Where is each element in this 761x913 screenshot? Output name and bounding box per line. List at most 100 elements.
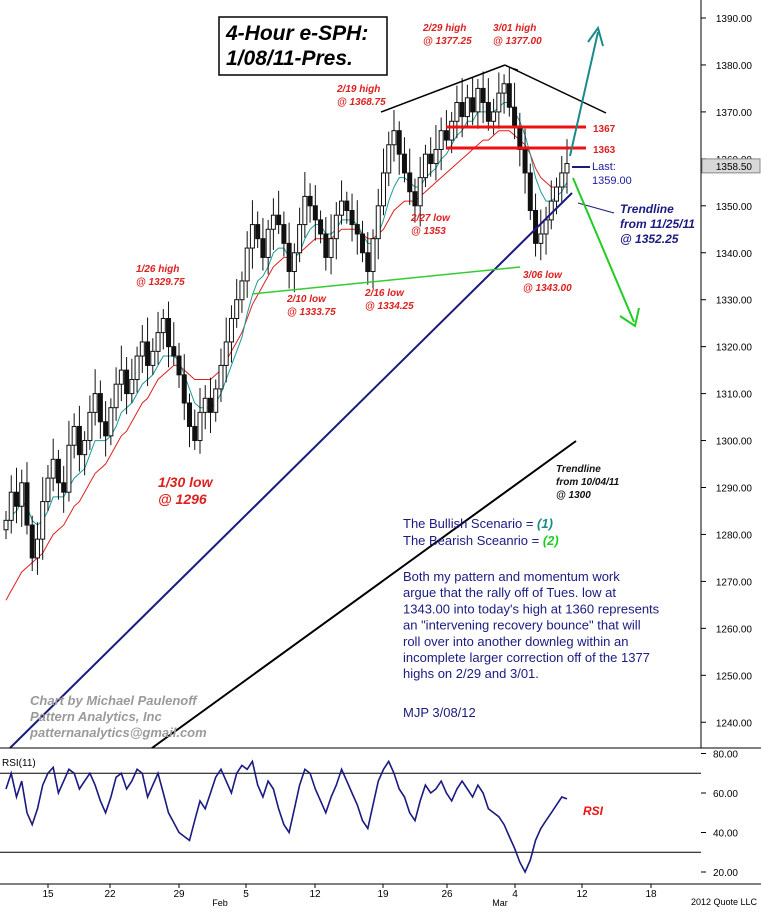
candle-body	[564, 163, 570, 174]
annotation-text: from 10/04/11	[556, 477, 620, 488]
price-tick-label: 1340.00	[716, 249, 753, 260]
candle-body	[24, 482, 30, 526]
candle-body	[449, 120, 455, 141]
candle-body	[433, 148, 439, 165]
candle-body	[559, 172, 565, 188]
candle-body	[527, 172, 533, 211]
candle-body	[396, 130, 402, 155]
last-price-label: 1358.50	[716, 162, 753, 173]
rsi-line	[5, 759, 568, 874]
candle-body	[318, 219, 324, 235]
chart-title-line: 4-Hour e-SPH:	[225, 22, 368, 45]
chart-title-line: 1/08/11-Pres.	[226, 47, 353, 70]
candle-body	[207, 397, 213, 413]
annotation-text: Trendline	[620, 202, 674, 216]
time-tick-label: 29	[173, 889, 185, 900]
candle-body	[307, 195, 313, 207]
peak-callout	[505, 65, 519, 71]
candle-body	[443, 130, 449, 141]
annotation-text: 3/06 low	[523, 270, 563, 281]
price-tick-label: 1300.00	[716, 437, 753, 448]
candle-body	[129, 379, 135, 395]
scenario-tag: (2)	[543, 533, 559, 548]
candle-body	[108, 407, 114, 437]
candle-body	[87, 411, 93, 442]
annotation-text: 3/01 high	[493, 23, 536, 34]
trendline-10-04	[151, 440, 577, 749]
candles-layer	[3, 66, 570, 575]
commentary-line: Both my pattern and momentum work	[403, 569, 620, 584]
candle-body	[45, 477, 51, 503]
candle-body	[302, 195, 308, 226]
candle-body	[187, 402, 193, 427]
candle-body	[554, 186, 560, 202]
candle-body	[548, 200, 554, 221]
candle-body	[118, 369, 124, 385]
title-box	[218, 16, 388, 76]
candle-body	[323, 233, 329, 258]
credit-line: Pattern Analytics, Inc	[30, 709, 162, 724]
annotation-text: @ 1329.75	[136, 277, 185, 288]
price-tick-label: 1250.00	[716, 671, 753, 682]
annotations-layer: 4-Hour e-SPH:1/08/11-Pres. 1/26 high @ 132…	[29, 16, 695, 740]
candle-body	[192, 425, 198, 442]
rsi-tick-label: 60.00	[713, 789, 738, 800]
candle-body	[360, 233, 366, 254]
scenario-tag: (1)	[537, 516, 553, 531]
candle-body	[50, 458, 56, 479]
annotation-text: 1/30 low	[158, 474, 214, 490]
candle-body	[197, 411, 203, 442]
scenario-text: The Bullish Scenario = (1)	[403, 516, 553, 531]
price-tick-label: 1390.00	[716, 14, 753, 25]
time-tick-label: 18	[645, 889, 657, 900]
candle-body	[181, 374, 187, 404]
annotation-text: 1363	[593, 145, 616, 156]
candle-body	[155, 332, 161, 352]
candle-body	[234, 299, 240, 319]
candle-body	[61, 482, 67, 493]
candle-body	[145, 341, 151, 366]
price-tick-label: 1330.00	[716, 296, 753, 307]
commentary-line: roll over into another downleg within an	[403, 634, 628, 649]
price-tick-label: 1260.00	[716, 624, 753, 635]
support-line	[251, 266, 521, 295]
bear-arrow-shaft	[572, 177, 635, 323]
candle-body	[202, 397, 208, 413]
price-tick-label: 1290.00	[716, 484, 753, 495]
candle-body	[459, 102, 465, 118]
credit-line: Chart by Michael Paulenoff	[30, 693, 198, 708]
candle-body	[297, 224, 303, 254]
ma-fast-line	[5, 102, 568, 526]
rsi-tick-label: 40.00	[713, 829, 738, 840]
candle-body	[339, 200, 345, 216]
annotation-text: 2/16 low	[364, 288, 405, 299]
annotation-text: from 11/25/11	[620, 217, 695, 231]
candle-body	[270, 214, 276, 230]
candle-body	[391, 130, 397, 146]
annotation-text: @ 1353	[411, 226, 446, 237]
price-tick-label: 1310.00	[716, 390, 753, 401]
annotation-text: 1/26 high	[136, 264, 179, 275]
candle-body	[103, 421, 109, 437]
bull-arrow-head	[587, 25, 604, 47]
candle-body	[401, 153, 407, 174]
candle-body	[134, 355, 140, 381]
signature-text: MJP 3/08/12	[403, 705, 476, 720]
price-tick-label: 1370.00	[716, 108, 753, 119]
candle-body	[8, 491, 14, 521]
annotation-text: @ 1334.25	[365, 301, 414, 312]
candle-body	[506, 83, 512, 108]
time-tick-label: 22	[104, 889, 116, 900]
candle-body	[380, 172, 386, 207]
candle-body	[19, 482, 25, 507]
month-label: Feb	[212, 898, 228, 908]
copyright-label: 2012 Quote LLC	[691, 897, 758, 907]
annotation-text: 1367	[593, 124, 616, 135]
candle-body	[3, 519, 9, 531]
annotation-text: @ 1377.00	[493, 36, 542, 47]
rsi-tick-label: 80.00	[713, 750, 738, 761]
candle-body	[55, 458, 61, 484]
time-tick-label: 5	[243, 889, 249, 900]
